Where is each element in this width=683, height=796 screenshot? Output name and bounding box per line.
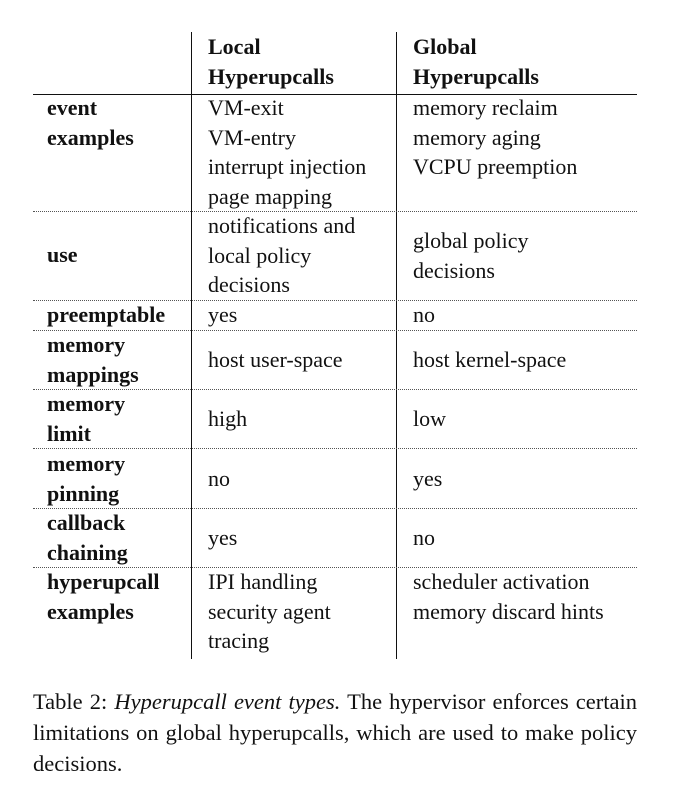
cell-global-memory-pinning: yes xyxy=(413,466,443,491)
cell-local-hyperupcall-examples: IPI handling security agent tracing xyxy=(208,569,331,653)
cell-global-memory-limit: low xyxy=(413,406,446,431)
header-local-hyperupcalls: Local Hyperupcalls xyxy=(208,34,334,89)
cell-local-memory-mappings: host user-space xyxy=(208,347,343,372)
row-divider xyxy=(33,300,637,301)
table-caption: Table 2: Hyperupcall event types. The hy… xyxy=(33,686,637,779)
column-divider-2 xyxy=(396,32,397,659)
row-divider xyxy=(33,330,637,331)
row-divider xyxy=(33,508,637,509)
row-label-use: use xyxy=(47,242,78,267)
row-label-callback-chaining: callback chaining xyxy=(47,510,128,565)
column-divider-1 xyxy=(191,32,192,659)
cell-local-memory-limit: high xyxy=(208,406,248,431)
row-label-memory-mappings: memory mappings xyxy=(47,332,139,387)
cell-global-use: global policy decisions xyxy=(413,228,529,283)
cell-local-event-examples: VM-exit VM-entry interrupt injection pag… xyxy=(208,95,367,209)
cell-local-memory-pinning: no xyxy=(208,466,230,491)
header-global-hyperupcalls: Global Hyperupcalls xyxy=(413,34,539,89)
header-rule xyxy=(33,94,637,95)
row-label-memory-pinning: memory pinning xyxy=(47,451,126,506)
cell-global-callback-chaining: no xyxy=(413,525,435,550)
cell-local-callback-chaining: yes xyxy=(208,525,238,550)
cell-local-preemptable: yes xyxy=(208,302,238,327)
cell-global-preemptable: no xyxy=(413,302,435,327)
cell-global-hyperupcall-examples: scheduler activation memory discard hint… xyxy=(413,569,604,624)
row-divider xyxy=(33,567,637,568)
row-label-memory-limit: memory limit xyxy=(47,391,126,446)
row-label-event-examples: event examples xyxy=(47,95,134,150)
cell-global-event-examples: memory reclaim memory aging VCPU preempt… xyxy=(413,95,578,179)
row-label-hyperupcall-examples: hyperupcall examples xyxy=(47,569,160,624)
row-divider xyxy=(33,211,637,212)
caption-label: Table 2: xyxy=(33,689,108,714)
cell-global-memory-mappings: host kernel-space xyxy=(413,347,567,372)
caption-text: The hypervisor enforces certain limitati… xyxy=(33,689,638,776)
row-divider xyxy=(33,389,637,390)
cell-local-use: notifications and local policy decisions xyxy=(208,213,356,297)
caption-title: Hyperupcall event types. xyxy=(114,689,341,714)
row-label-preemptable: preemptable xyxy=(47,302,166,327)
row-divider xyxy=(33,448,637,449)
